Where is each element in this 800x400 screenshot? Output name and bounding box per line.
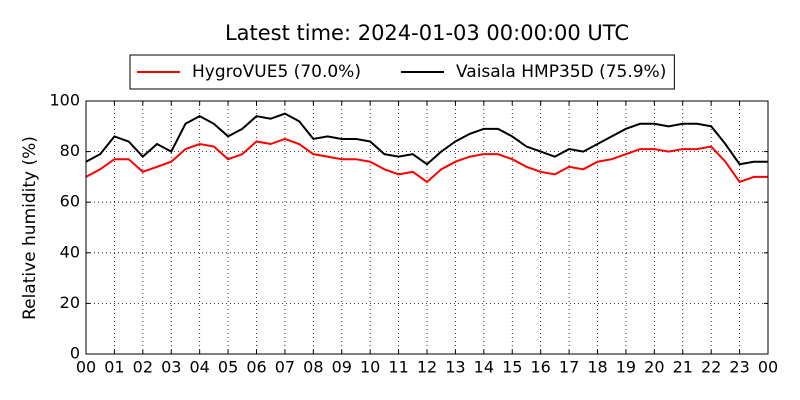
legend-label: HygroVUE5 (70.0%) bbox=[192, 62, 361, 82]
x-tick-label: 23 bbox=[729, 358, 749, 377]
x-tick-label: 06 bbox=[246, 358, 266, 377]
chart-title: Latest time: 2024-01-03 00:00:00 UTC bbox=[225, 21, 629, 45]
x-tick-label: 20 bbox=[644, 358, 664, 377]
x-tick-label: 01 bbox=[104, 358, 124, 377]
y-tick-label: 20 bbox=[60, 293, 80, 312]
x-tick-label: 17 bbox=[559, 358, 579, 377]
x-tick-label: 14 bbox=[474, 358, 494, 377]
x-tick-label: 00 bbox=[76, 358, 96, 377]
x-tick-label: 09 bbox=[332, 358, 352, 377]
x-tick-label: 12 bbox=[417, 358, 437, 377]
x-tick-label: 22 bbox=[701, 358, 721, 377]
x-tick-label: 08 bbox=[303, 358, 323, 377]
x-tick-label: 19 bbox=[616, 358, 636, 377]
x-tick-label: 11 bbox=[388, 358, 408, 377]
y-tick-label: 100 bbox=[49, 91, 80, 110]
x-tick-label: 03 bbox=[161, 358, 181, 377]
x-tick-label: 21 bbox=[673, 358, 693, 377]
x-tick-label: 04 bbox=[189, 358, 209, 377]
x-tick-label: 13 bbox=[445, 358, 465, 377]
x-tick-label: 07 bbox=[275, 358, 295, 377]
y-tick-label: 80 bbox=[60, 141, 80, 160]
x-tick-label: 10 bbox=[360, 358, 380, 377]
legend-label: Vaisala HMP35D (75.9%) bbox=[456, 62, 666, 82]
y-tick-label: 40 bbox=[60, 242, 80, 261]
x-tick-label: 15 bbox=[502, 358, 522, 377]
data-line bbox=[85, 137, 768, 184]
x-tick-label: 00 bbox=[758, 358, 778, 377]
y-tick-label: 60 bbox=[60, 192, 80, 211]
x-tick-label: 05 bbox=[218, 358, 238, 377]
x-tick-label: 18 bbox=[587, 358, 607, 377]
x-tick-label: 16 bbox=[530, 358, 550, 377]
plot-frame bbox=[85, 100, 769, 355]
y-tick-label: 0 bbox=[70, 344, 80, 363]
x-tick-label: 02 bbox=[133, 358, 153, 377]
data-line bbox=[85, 112, 768, 166]
y-axis-label: Relative humidity (%) bbox=[20, 136, 40, 320]
